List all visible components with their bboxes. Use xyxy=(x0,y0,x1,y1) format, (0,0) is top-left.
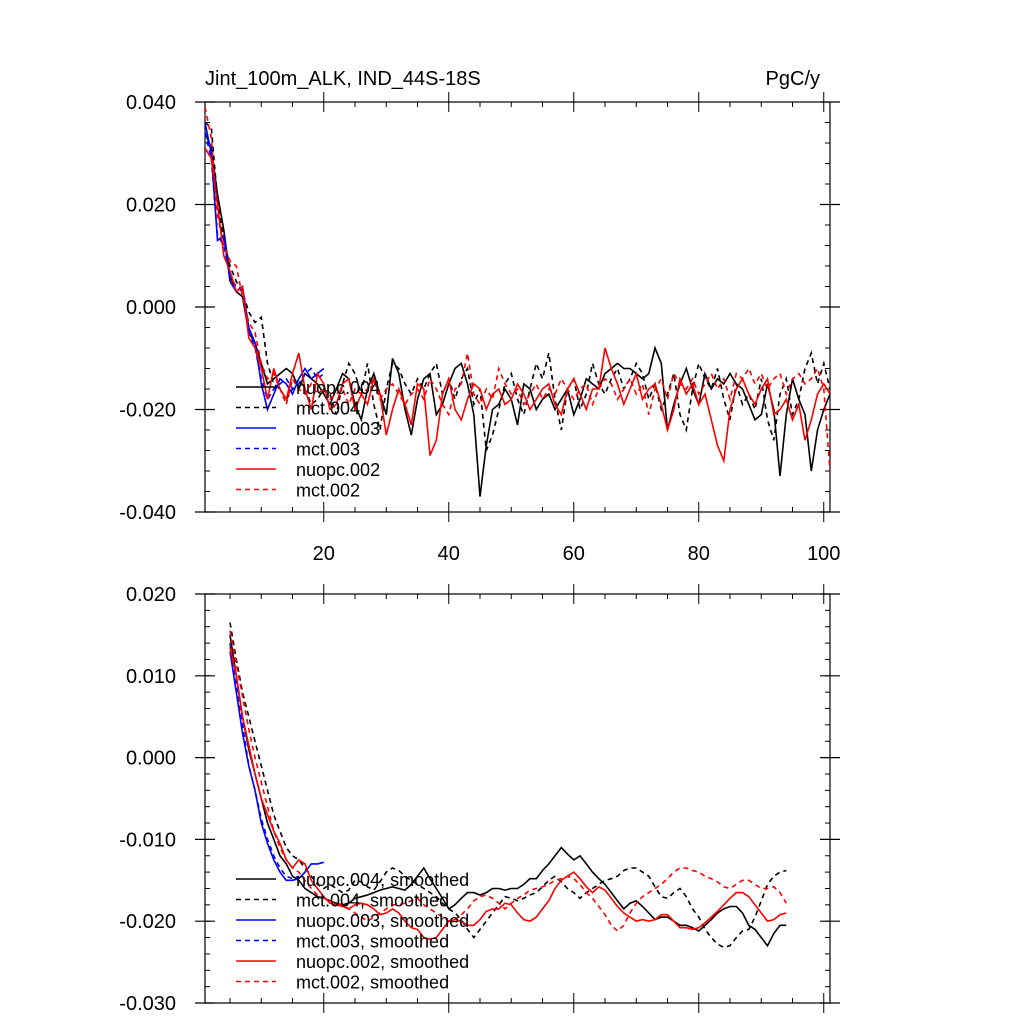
legend-label: mct.003, smoothed xyxy=(296,932,449,952)
legend-label: nuopc.004 xyxy=(296,378,380,398)
series-line-nuopc-003-smoothed xyxy=(229,651,324,882)
legend-label: nuopc.003 xyxy=(296,419,380,439)
series-line-mct-003-smoothed xyxy=(229,642,300,880)
y-tick-label: 0.010 xyxy=(126,666,176,688)
y-tick-label: 0.000 xyxy=(126,297,176,319)
y-tick-label: -0.040 xyxy=(119,502,176,524)
legend-label: nuopc.004, smoothed xyxy=(296,870,469,890)
x-tick-label: 100 xyxy=(807,543,840,565)
top-panel: -0.040 -0.020 0.000 0.020 0.040 20 40 60 80 100 nu… xyxy=(119,92,840,565)
y-tick-label: 0.000 xyxy=(126,748,176,770)
legend-label: nuopc.003, smoothed xyxy=(296,911,469,931)
x-tick-label: 80 xyxy=(688,543,710,565)
x-tick-label: 60 xyxy=(563,543,585,565)
legend-label: mct.003 xyxy=(296,440,360,460)
x-tick-label: 20 xyxy=(313,543,335,565)
legend-label: mct.002 xyxy=(296,481,360,501)
y-tick-label: 0.020 xyxy=(126,584,176,606)
series-line-nuopc-004 xyxy=(205,132,830,497)
series-line-mct-004-smoothed xyxy=(229,622,787,949)
y-tick-label: 0.040 xyxy=(126,92,176,114)
legend: nuopc.004mct.004nuopc.003mct.003nuopc.00… xyxy=(236,378,380,501)
series-group xyxy=(229,622,787,949)
series-line-nuopc-002-smoothed xyxy=(229,647,787,941)
y-tick-label: 0.020 xyxy=(126,195,176,217)
y-tick-label: -0.020 xyxy=(119,911,176,933)
y-tick-label: -0.030 xyxy=(119,993,176,1015)
y-tick-label: -0.020 xyxy=(119,400,176,422)
series-line-mct-004 xyxy=(205,121,830,451)
legend-label: mct.004, smoothed xyxy=(296,891,449,911)
series-group xyxy=(205,106,830,497)
chart-units-right: PgC/y xyxy=(766,68,820,90)
legend-label: mct.002, smoothed xyxy=(296,973,449,993)
series-line-mct-003 xyxy=(205,132,325,402)
series-line-nuopc-002 xyxy=(205,147,830,464)
series-line-mct-002 xyxy=(205,106,830,472)
legend-label: mct.004 xyxy=(296,399,360,419)
plot-frame xyxy=(204,593,831,1004)
x-tick-label: 40 xyxy=(438,543,460,565)
series-line-mct-002-smoothed xyxy=(229,630,787,933)
bottom-panel: -0.030 -0.020 -0.010 0.000 0.010 0.020 nuopc.0… xyxy=(119,584,840,1015)
y-tick-label: -0.010 xyxy=(119,829,176,851)
series-line-nuopc-003 xyxy=(205,122,325,413)
legend-label: nuopc.002, smoothed xyxy=(296,952,469,972)
legend-label: nuopc.002 xyxy=(296,460,380,480)
chart-title-left: Jint_100m_ALK, IND_44S-18S xyxy=(205,68,481,90)
